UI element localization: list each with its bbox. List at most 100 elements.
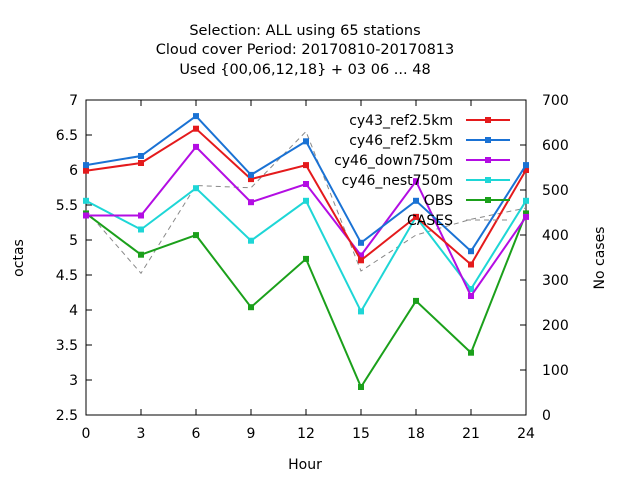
data-point-obs [193, 232, 199, 239]
y-tick-label: 3 [69, 373, 78, 389]
legend-label: CASES [407, 213, 453, 229]
y-axis-label: octas [11, 239, 27, 277]
y2-tick-label: 600 [542, 138, 569, 154]
data-point-obs [523, 210, 529, 217]
data-point-cy43-ref2-5km [468, 261, 474, 268]
data-point-cy46-ref2-5km [358, 239, 364, 246]
series-line-obs [85, 212, 527, 390]
legend: cy43_ref2.5km cy46_ref2.5km cy46_down750mc… [334, 113, 510, 229]
data-point-cy46-down750m [303, 181, 309, 187]
x-tick-label: 21 [462, 426, 480, 442]
series-cy46-down750m [83, 143, 529, 299]
data-point-cy46-ref2-5km [83, 162, 89, 169]
data-point-cy43-ref2-5km [303, 162, 309, 169]
x-tick-label: 0 [82, 426, 91, 442]
y2-tick-label: 400 [542, 228, 569, 244]
data-point-cy46-ref2-5km [193, 113, 199, 120]
data-point-cy43-ref2-5km [523, 167, 529, 173]
legend-label: OBS [424, 193, 453, 209]
y-tick-label: 6.5 [56, 128, 78, 144]
legend-label: cy46_ref2.5km [349, 133, 453, 149]
data-point-cy46-ref2-5km [303, 138, 309, 145]
data-point-cy46-nest750m [83, 197, 89, 204]
y2-axis-label: No cases [592, 227, 608, 290]
series-cy46-ref2-5km [83, 113, 529, 255]
title-line-1: Selection: ALL using 65 stations [189, 23, 420, 39]
x-tick-label: 24 [517, 426, 535, 442]
y-axis-tick-labels: 2.5 3 3.5 4 4.5 5 5.5 6 6.5 7 [56, 93, 78, 424]
x-axis-label: Hour [288, 457, 322, 473]
x-tick-label: 3 [137, 426, 146, 442]
data-point-cy46-nest750m [468, 286, 474, 292]
data-point-cy46-down750m [83, 212, 89, 219]
y-tick-label: 5 [69, 233, 78, 249]
data-point-cy46-nest750m [358, 308, 364, 315]
series-cy46-nest750m [83, 185, 529, 315]
data-point-cy46-down750m [523, 213, 529, 220]
data-point-obs [303, 255, 309, 262]
data-point-cy46-down750m [468, 293, 474, 299]
data-point-cy46-down750m [358, 252, 364, 259]
data-point-cy46-ref2-5km [248, 171, 254, 178]
x-tick-label: 9 [247, 426, 256, 442]
y2-tick-label: 700 [542, 93, 569, 109]
series-cy43-ref2-5km [83, 125, 529, 268]
data-point-cy43-ref2-5km [138, 160, 144, 166]
data-point-cy46-nest750m [248, 237, 254, 244]
data-point-obs [138, 251, 144, 258]
data-point-cy46-ref2-5km [413, 197, 419, 204]
title-line-3: Used {00,06,12,18} + 03 06 ... 48 [179, 62, 430, 78]
legend-marker [485, 177, 491, 183]
y2-tick-label: 300 [542, 273, 569, 289]
y2-tick-label: 200 [542, 318, 569, 334]
data-point-obs [468, 349, 474, 356]
data-point-cy43-ref2-5km [248, 176, 254, 183]
legend-item-obs: OBS [424, 193, 510, 209]
title-line-2: Cloud cover Period: 20170810-20170813 [156, 42, 455, 58]
y-tick-label: 3.5 [56, 338, 78, 354]
y2-tick-label: 0 [542, 408, 551, 424]
y-tick-label: 5.5 [56, 198, 78, 214]
y-tick-label: 2.5 [56, 408, 78, 424]
legend-item-cy43-ref2-5km: cy43_ref2.5km [349, 113, 510, 129]
data-point-cy46-nest750m [138, 226, 144, 233]
data-point-cy43-ref2-5km [83, 167, 89, 174]
series-line-cases [85, 130, 527, 275]
x-tick-label: 6 [192, 426, 201, 442]
data-point-cy46-down750m [193, 143, 199, 150]
data-point-cy46-down750m [248, 199, 254, 206]
legend-marker [485, 137, 491, 143]
y2-tick-label: 100 [542, 363, 569, 379]
legend-label: cy43_ref2.5km [349, 113, 453, 129]
y-tick-label: 7 [69, 93, 78, 109]
data-point-obs [248, 304, 254, 311]
legend-item-cy46-ref2-5km: cy46_ref2.5km [349, 133, 510, 149]
data-point-cy46-ref2-5km [468, 248, 474, 255]
legend-marker [485, 117, 491, 123]
series-layer [83, 113, 529, 390]
x-tick-label: 18 [407, 426, 425, 442]
data-point-obs [413, 297, 419, 304]
data-point-cy46-ref2-5km [138, 153, 144, 159]
data-point-cy46-down750m [413, 178, 419, 185]
legend-item-cases: CASES [407, 213, 510, 229]
legend-label: cy46_nest750m [342, 173, 453, 189]
data-point-cy46-down750m [138, 212, 144, 219]
chart-title: Selection: ALL using 65 stations Cloud c… [156, 23, 455, 78]
y-tick-label: 4.5 [56, 268, 78, 284]
data-point-cy46-nest750m [193, 185, 199, 192]
legend-marker [485, 197, 491, 203]
y2-axis-tick-labels: 0 100 200 300 400 500 600 700 [542, 93, 569, 424]
y2-tick-label: 500 [542, 183, 569, 199]
data-point-obs [358, 384, 364, 390]
data-point-cy43-ref2-5km [358, 257, 364, 264]
x-tick-label: 12 [297, 426, 315, 442]
axis-ticks [85, 99, 527, 416]
series-obs [83, 210, 529, 390]
data-point-cy43-ref2-5km [413, 213, 419, 220]
legend-item-cy46-nest750m: cy46_nest750m [342, 173, 510, 189]
x-tick-label: 15 [352, 426, 370, 442]
y-tick-label: 6 [69, 163, 78, 179]
data-point-cy43-ref2-5km [193, 125, 199, 132]
